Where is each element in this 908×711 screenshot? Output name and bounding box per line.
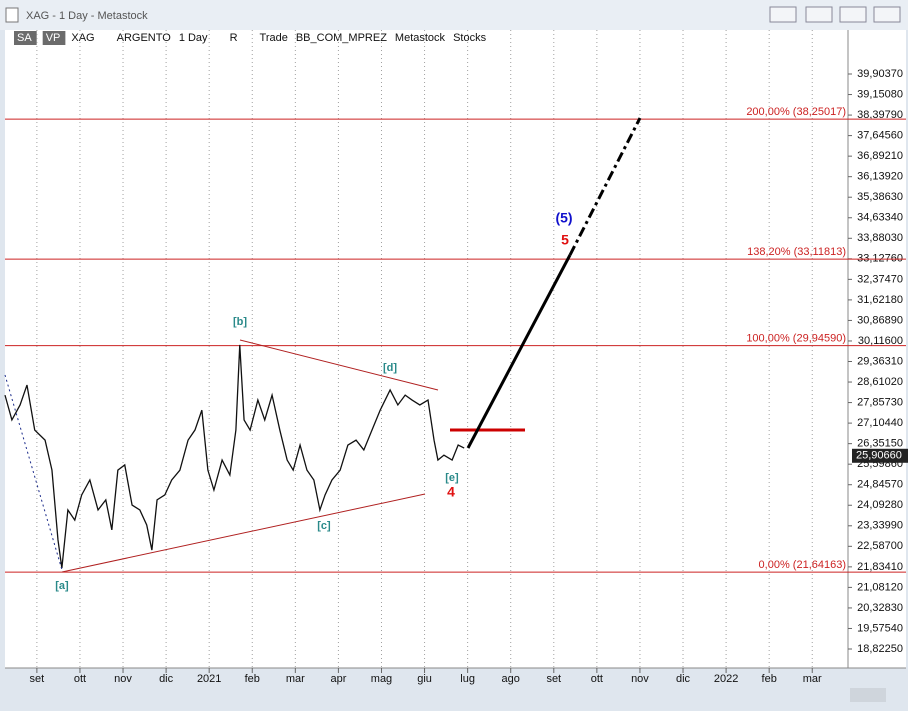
y-tick-label: 34,63340	[857, 212, 903, 224]
wave-label: 5	[561, 232, 569, 248]
y-tick-label: 21,83410	[857, 561, 903, 573]
wave-label: [d]	[383, 362, 397, 374]
wave-label: [b]	[233, 316, 247, 328]
y-tick-label: 29,36310	[857, 355, 903, 367]
wave-label: [c]	[317, 520, 331, 532]
toolbar-item: ARGENTO	[117, 32, 172, 44]
level-label: 0,00% (21,64163)	[759, 559, 846, 571]
y-tick-label: 36,13920	[857, 171, 903, 183]
last-price-box	[852, 448, 908, 463]
price-line	[4, 344, 465, 569]
y-tick-label: 27,85730	[857, 396, 903, 408]
wave-label: 4	[447, 484, 455, 500]
y-tick-label: 28,61020	[857, 376, 903, 388]
toolbar-item: R	[230, 32, 238, 44]
toolbar-item: Metastock	[395, 32, 446, 44]
projection	[568, 117, 642, 256]
button[interactable]	[769, 6, 797, 23]
y-tick-label: 22,58700	[857, 540, 903, 552]
toolbar-item: BB_COM_MPREZ	[296, 32, 387, 44]
projection	[466, 254, 572, 449]
toolbar-item: Stocks	[453, 32, 487, 44]
wave-label: [e]	[445, 472, 459, 484]
y-tick-label: 33,88030	[857, 232, 903, 244]
plot-area	[5, 30, 848, 668]
x-tick-label: feb	[245, 673, 260, 685]
toolbar-item: XAG	[71, 32, 94, 44]
x-tick-label: mar	[803, 673, 822, 685]
last-price-label: 25,90660	[856, 450, 902, 462]
y-tick-label: 26,35150	[857, 438, 903, 450]
plot: set ott nov dic 2021 feb mar apr mag giu lug ago set…	[4, 30, 908, 685]
level-label: 200,00% (38,25017)	[746, 106, 846, 118]
button[interactable]	[805, 6, 833, 23]
x-tick-label: apr	[330, 673, 346, 685]
toolbar-button[interactable]	[42, 31, 66, 45]
x-tick-label: ott	[74, 673, 86, 685]
y-tick-label: 27,10440	[857, 417, 903, 429]
y-tick-label: 30,86890	[857, 314, 903, 326]
y-tick-label: 20,32830	[857, 602, 903, 614]
wave-label: [a]	[55, 580, 69, 592]
y-axis-area	[848, 30, 906, 668]
x-tick-label: ago	[502, 673, 520, 685]
window-title: XAG - 1 Day - Metastock	[26, 10, 148, 22]
y-tick-label: 23,33990	[857, 520, 903, 532]
x-tick-label: mag	[371, 673, 392, 685]
toolbar-item: SA	[17, 32, 32, 44]
trendline	[239, 339, 439, 391]
x-tick-label: giu	[417, 673, 432, 685]
y-tick-label: 31,62180	[857, 294, 903, 306]
wave-label: (5)	[555, 210, 572, 226]
trendlines	[4, 117, 642, 573]
toolbar-item: Trade	[260, 32, 288, 44]
x-tick-label: 2021	[197, 673, 221, 685]
y-tick-label: 18,82250	[857, 643, 903, 655]
y-tick-label: 39,15080	[857, 88, 903, 100]
x-tick-label: dic	[159, 673, 174, 685]
trendline	[61, 493, 426, 573]
y-tick-label: 39,90370	[857, 68, 903, 80]
x-tick-label: set	[30, 673, 45, 685]
trendline	[4, 374, 63, 571]
level-label: 138,20% (33,11813)	[747, 246, 846, 258]
x-tick-label: feb	[762, 673, 777, 685]
x-tick-label: 2022	[714, 673, 738, 685]
x-tick-label: lug	[460, 673, 475, 685]
toolbar-item: VP	[46, 32, 61, 44]
y-tick-label: 38,39790	[857, 109, 903, 121]
toolbar: SA VP XAG ARGENTO 1 Day R Trade BB_COM_MPREZ Met…	[14, 31, 487, 45]
title-bar	[0, 0, 908, 30]
toolbar-button[interactable]	[14, 31, 37, 45]
y-tick-label: 35,38630	[857, 191, 903, 203]
wave-labels: [a] [b] [c] [d] [e] 4 5 (5)	[55, 210, 572, 592]
x-tick-label: dic	[676, 673, 691, 685]
button[interactable]	[873, 6, 901, 23]
y-tick-label: 24,09280	[857, 499, 903, 511]
x-tick-label: set	[546, 673, 561, 685]
window-buttons	[769, 6, 901, 23]
y-tick-label: 32,37470	[857, 273, 903, 285]
y-tick-label: 36,89210	[857, 150, 903, 162]
level-label: 100,00% (29,94590)	[746, 333, 846, 345]
button[interactable]	[839, 6, 867, 23]
y-tick-label: 30,11600	[858, 335, 903, 347]
y-tick-label: 21,08120	[857, 581, 903, 593]
scrollbar[interactable]	[850, 688, 886, 702]
x-tick-label: ott	[591, 673, 603, 685]
x-tick-label: nov	[114, 673, 132, 685]
x-tick-label: nov	[631, 673, 649, 685]
app-icon	[5, 7, 19, 23]
y-tick-label: 37,64560	[857, 130, 903, 142]
x-tick-label: mar	[286, 673, 305, 685]
y-tick-label: 19,57540	[857, 622, 903, 634]
y-tick-label: 24,84570	[857, 479, 903, 491]
toolbar-item: 1 Day	[179, 32, 208, 44]
